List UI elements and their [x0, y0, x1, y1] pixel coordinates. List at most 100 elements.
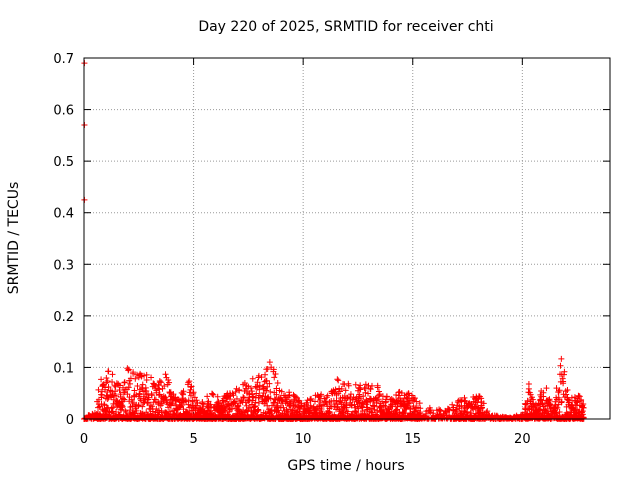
data-point [173, 401, 180, 408]
data-point [112, 392, 119, 399]
data-point [383, 398, 390, 405]
data-point [185, 397, 192, 404]
data-point [273, 391, 280, 398]
data-point [128, 396, 135, 403]
data-point [417, 405, 424, 412]
data-point [312, 398, 319, 405]
data-point [524, 397, 531, 404]
data-point [286, 392, 293, 399]
data-point [186, 378, 193, 385]
data-point [269, 402, 276, 409]
data-point [554, 404, 561, 411]
data-point [159, 400, 166, 407]
data-point [530, 400, 537, 407]
data-point [578, 396, 585, 403]
data-point [264, 366, 271, 373]
data-point [122, 407, 129, 414]
data-point [405, 400, 412, 407]
data-point [292, 393, 299, 400]
data-point [349, 396, 356, 403]
data-point [193, 402, 200, 409]
data-point [250, 394, 257, 401]
data-point [240, 394, 247, 401]
data-point [355, 405, 362, 412]
data-point [109, 379, 116, 386]
y-tick-label: 0.1 [53, 361, 74, 376]
data-point [121, 396, 128, 403]
data-point [270, 366, 277, 373]
data-point [374, 384, 381, 391]
data-point [580, 404, 587, 411]
data-point [368, 382, 375, 389]
data-point [155, 382, 162, 389]
data-point [395, 392, 402, 399]
data-point [365, 390, 372, 397]
data-point [275, 407, 282, 414]
data-point [430, 410, 437, 417]
data-point [255, 399, 262, 406]
data-point [345, 382, 352, 389]
data-point [130, 369, 137, 376]
data-point [427, 406, 434, 413]
data-point [267, 388, 274, 395]
data-point [143, 371, 150, 378]
data-point [98, 376, 105, 383]
y-tick-label: 0.7 [53, 52, 74, 67]
data-point [360, 393, 367, 400]
data-point [255, 407, 262, 414]
data-point [277, 404, 284, 411]
data-point [131, 387, 138, 394]
data-point [480, 400, 487, 407]
data-point [248, 385, 255, 392]
data-point [98, 391, 105, 398]
data-point [127, 380, 134, 387]
data-point [405, 390, 412, 397]
data-point [363, 398, 370, 405]
data-point [226, 406, 233, 413]
data-point [335, 377, 342, 384]
data-point [367, 386, 374, 393]
data-point [352, 381, 359, 388]
data-point [558, 355, 565, 362]
data-point [143, 377, 150, 384]
data-point [134, 383, 141, 390]
data-point [148, 374, 155, 381]
data-point [232, 389, 239, 396]
data-point [359, 399, 366, 406]
y-tick-label: 0 [66, 413, 74, 428]
data-point [321, 395, 328, 402]
data-point [153, 405, 160, 412]
data-point [109, 371, 116, 378]
data-point [383, 393, 390, 400]
data-point [484, 408, 491, 415]
x-tick-label: 0 [80, 432, 88, 447]
data-point [574, 406, 581, 413]
data-point [376, 391, 383, 398]
data-point [204, 393, 211, 400]
data-point [165, 376, 172, 383]
data-point [139, 381, 146, 388]
data-point [156, 377, 163, 384]
data-point [200, 401, 207, 408]
data-point [342, 387, 349, 394]
data-point [256, 382, 263, 389]
data-point [375, 396, 382, 403]
data-point [135, 402, 142, 409]
data-point [256, 392, 263, 399]
data-point [104, 377, 111, 384]
data-point [156, 386, 163, 393]
data-point [125, 366, 132, 373]
data-point [436, 408, 443, 415]
data-point [180, 388, 187, 395]
data-point [411, 395, 418, 402]
data-point [563, 391, 570, 398]
data-point [556, 408, 563, 415]
data-point [445, 406, 452, 413]
data-point [236, 386, 243, 393]
x-tick-label: 10 [295, 432, 312, 447]
data-point [308, 395, 315, 402]
data-point [413, 398, 420, 405]
data-point [272, 371, 279, 378]
data-point [332, 386, 339, 393]
data-point [125, 384, 132, 391]
